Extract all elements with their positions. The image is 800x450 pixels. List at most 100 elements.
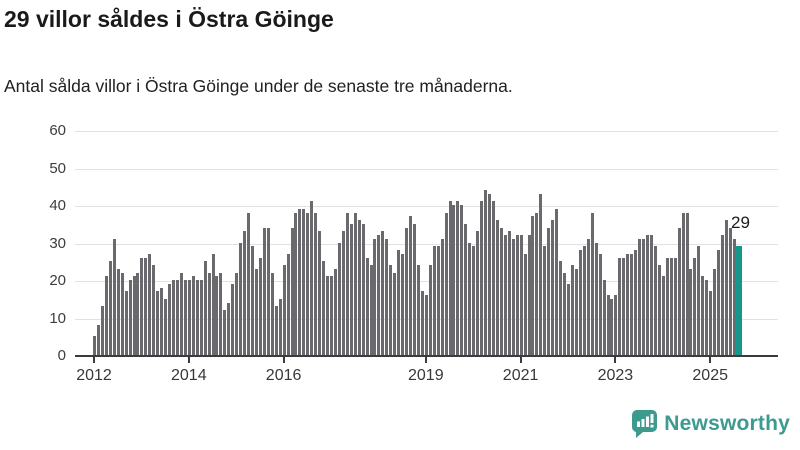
x-axis-label-2025: 2025 bbox=[692, 367, 728, 384]
y-axis-label-60: 60 bbox=[49, 122, 66, 139]
bar bbox=[705, 280, 709, 355]
bar bbox=[215, 276, 219, 355]
bar bbox=[721, 235, 725, 355]
bar bbox=[381, 231, 385, 355]
gridline-50 bbox=[75, 168, 778, 170]
bar bbox=[484, 190, 488, 355]
y-axis-label-40: 40 bbox=[49, 197, 66, 214]
bar bbox=[254, 268, 258, 355]
y-axis-label-50: 50 bbox=[49, 159, 66, 177]
bar bbox=[203, 261, 207, 355]
bar bbox=[120, 272, 124, 355]
bar bbox=[527, 235, 531, 355]
bar bbox=[326, 276, 330, 355]
bar bbox=[405, 227, 409, 355]
bar bbox=[602, 280, 606, 355]
bar bbox=[100, 306, 104, 355]
bar bbox=[389, 265, 393, 355]
bar bbox=[243, 231, 247, 355]
bar bbox=[207, 272, 211, 355]
bar bbox=[341, 231, 345, 355]
x-axis-label-2019: 2019 bbox=[408, 367, 444, 384]
y-axis-label-20: 20 bbox=[49, 272, 66, 289]
bar bbox=[187, 280, 191, 355]
bar bbox=[148, 253, 152, 355]
bar bbox=[294, 212, 298, 355]
bar bbox=[266, 227, 270, 355]
bar bbox=[432, 246, 436, 355]
bar bbox=[318, 231, 322, 355]
bar bbox=[594, 242, 598, 355]
bar bbox=[468, 242, 472, 355]
bar bbox=[219, 272, 223, 355]
bar bbox=[448, 201, 452, 355]
bar bbox=[476, 231, 480, 355]
bar bbox=[634, 250, 638, 355]
bar bbox=[495, 220, 499, 355]
bar bbox=[258, 257, 262, 355]
bar bbox=[574, 268, 578, 355]
bar bbox=[353, 212, 357, 355]
last-value-label: 29 bbox=[731, 213, 750, 232]
bar bbox=[286, 253, 290, 355]
bar bbox=[377, 235, 381, 355]
bar bbox=[235, 272, 239, 355]
x-axis-tick-2025 bbox=[709, 357, 712, 363]
bar bbox=[369, 265, 373, 355]
bar bbox=[646, 235, 649, 355]
bar bbox=[709, 291, 713, 355]
bar bbox=[590, 212, 594, 355]
bar bbox=[132, 276, 136, 355]
bar bbox=[717, 250, 721, 355]
bar bbox=[567, 283, 570, 355]
y-axis-label-10: 10 bbox=[49, 309, 66, 327]
bar bbox=[424, 295, 428, 355]
bar bbox=[689, 268, 693, 355]
bar bbox=[231, 283, 235, 355]
x-axis-tick-2016 bbox=[282, 357, 285, 363]
bar bbox=[582, 246, 586, 355]
bar bbox=[460, 205, 464, 355]
bar bbox=[274, 306, 278, 355]
plot-area: 29 2012 2014 2016 2019 2021 2023 2025 bbox=[75, 131, 778, 384]
bar bbox=[428, 265, 432, 355]
bar bbox=[401, 253, 405, 355]
bar bbox=[349, 223, 353, 355]
bar bbox=[298, 208, 302, 355]
bar bbox=[310, 201, 314, 355]
x-axis-label-2021: 2021 bbox=[502, 367, 539, 384]
bar bbox=[175, 280, 179, 355]
x-axis-label-2014: 2014 bbox=[171, 367, 207, 384]
bar bbox=[357, 220, 361, 355]
x-axis-label-2012: 2012 bbox=[76, 367, 112, 384]
bar bbox=[622, 257, 626, 355]
x-axis-tick-2021 bbox=[519, 357, 522, 363]
bar bbox=[630, 253, 634, 355]
bar bbox=[606, 295, 610, 355]
gridline-20 bbox=[75, 281, 778, 282]
bar bbox=[262, 227, 266, 355]
bar bbox=[160, 287, 164, 355]
bar bbox=[144, 257, 148, 355]
bar bbox=[598, 253, 602, 355]
bar bbox=[693, 257, 697, 355]
bar bbox=[183, 280, 187, 355]
bar bbox=[697, 246, 701, 355]
x-axis-tick-2019 bbox=[424, 357, 427, 363]
bar bbox=[657, 265, 661, 355]
x-axis-line bbox=[75, 355, 778, 357]
bar bbox=[278, 298, 282, 355]
x-axis-tick-2014 bbox=[187, 357, 190, 363]
bar bbox=[314, 212, 318, 355]
bar bbox=[614, 295, 618, 355]
bar-chart: 29 2012 2014 2016 2019 2021 2023 2025 0 10 20 30 4… bbox=[0, 122, 800, 401]
bar bbox=[306, 212, 310, 355]
bar bbox=[669, 257, 673, 355]
bar bbox=[140, 257, 144, 355]
bar bbox=[239, 242, 243, 355]
bar bbox=[365, 257, 369, 355]
bar bbox=[685, 212, 689, 355]
bar bbox=[282, 265, 286, 355]
bar bbox=[164, 298, 168, 355]
bar bbox=[507, 231, 511, 355]
